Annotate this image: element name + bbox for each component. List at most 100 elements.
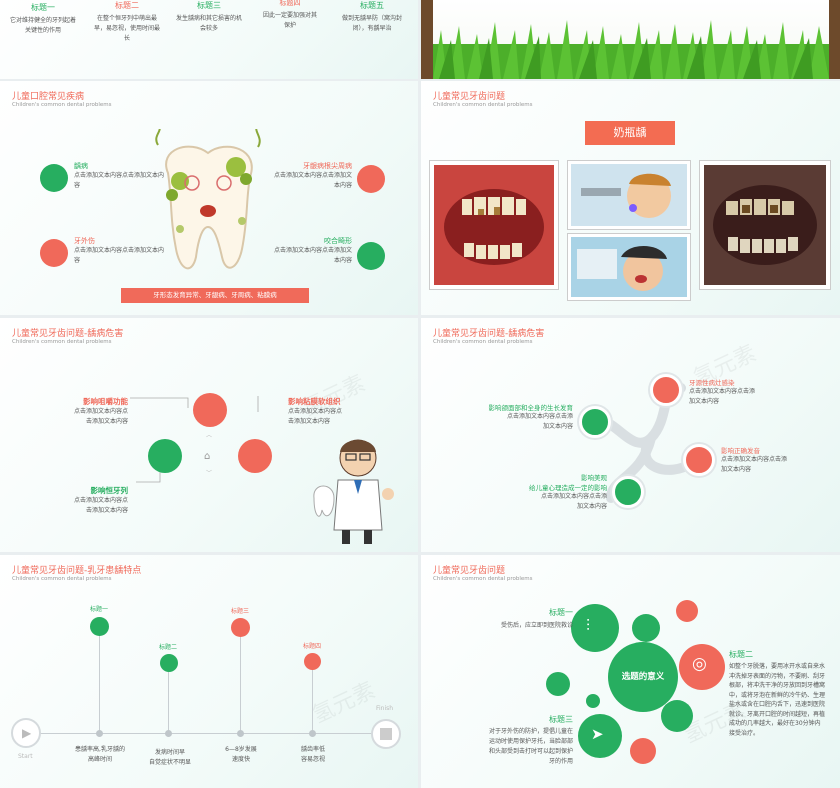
- slide-significance[interactable]: 儿童常见牙齿问题 Children's common dental proble…: [421, 555, 840, 788]
- chain-item-4: 影响美观 给儿童心理造成一定的影响 点击添加文本内容点击添 加文本内容: [501, 472, 607, 512]
- harm-icon-green: [148, 439, 182, 473]
- chain-icon-bulb: [612, 476, 644, 508]
- globe-icon: ◎: [692, 654, 707, 674]
- title-list: 标题一 它对维持健全的牙列起着关键性的作用 标题二 在整个恒牙列中萌出最早，易忽…: [4, 0, 414, 79]
- harm-label: 影响粘膜软组织: [288, 397, 341, 406]
- chain-item-1: 影响颌面部和全身的生长发育 点击添加文本内容点击添 加文本内容: [461, 402, 574, 432]
- item-1: 标题一 它对维持健全的牙列起着关键性的作用: [4, 2, 82, 36]
- t2-label: 标题二: [729, 650, 753, 659]
- desc-line: 自觉症状不明显: [148, 759, 191, 766]
- chain-label: 影响正确发音: [721, 447, 760, 455]
- slide-subtitle: Children's common dental problems: [433, 339, 533, 345]
- chain-item-2: 牙源性病灶感染 点击添加文本内容点击添 加文本内容: [689, 377, 789, 407]
- harm-label: 影响咀嚼功能: [83, 397, 128, 406]
- disease-desc: 点击添加文本内容点击添加文本内容: [273, 172, 352, 189]
- center-bubble: 选题的意义: [608, 642, 678, 712]
- chevron-down-icon: ﹀: [206, 470, 213, 477]
- timeline-desc-2: 发病时间早 自觉症状不明显: [136, 748, 204, 768]
- pin-label: 标题四: [302, 643, 321, 650]
- item-label: 标题三: [197, 1, 221, 10]
- chain-desc: 加文本内容: [721, 466, 752, 473]
- photo-dentist-child: [567, 160, 691, 230]
- chain-desc: 点击添加文本内容点击添: [506, 413, 573, 420]
- chain-item-3: 影响正确发音 点击添加文本内容点击添 加文本内容: [721, 445, 821, 475]
- item-3: 标题三 发生龋病和其它损害的机会较多: [170, 0, 248, 34]
- disease-item-4: 咬合畸形 点击添加文本内容点击添加文本内容: [270, 236, 352, 266]
- t1-desc: 受伤后，应立即到医院救诊: [500, 622, 573, 629]
- disease-label: 龋病: [74, 162, 88, 170]
- item-label: 标题四: [279, 0, 301, 7]
- chain-desc: 加文本内容: [542, 423, 573, 430]
- chain-desc: 加文本内容: [689, 398, 720, 405]
- item-label: 标题二: [115, 1, 139, 10]
- t3-desc-wrap: 对于牙外伤的防护，提倡儿童在运动时使用保护牙托，当脸部部和头部受到击打时可以起到…: [487, 727, 573, 767]
- pin-marker-1: [90, 617, 109, 636]
- pin-label: 标题一: [89, 606, 108, 613]
- bubble-small: [661, 700, 693, 732]
- harm-desc: 击添加文本内容: [85, 507, 128, 514]
- slide-top-right[interactable]: [421, 0, 840, 79]
- photo-image: [571, 164, 687, 226]
- slide-title: 儿童常见牙齿问题: [433, 92, 506, 102]
- disease-desc: 点击添加文本内容点击添加文本内容: [74, 247, 165, 264]
- stop-icon: [380, 728, 392, 740]
- photo-child-checkup: [567, 233, 691, 301]
- bubble-small: [586, 694, 600, 708]
- harm-item-2: 影响粘膜软组织 点击添加文本内容点 击添加文本内容: [288, 396, 368, 427]
- item-text: 因此一定要加强对其保护: [262, 12, 317, 29]
- slide-bottle-caries[interactable]: 儿童常见牙齿问题 Children's common dental proble…: [421, 81, 840, 315]
- slide-title: 儿童常见牙齿问题: [433, 566, 506, 576]
- slide-caries-harm-2[interactable]: 儿童常见牙齿问题-龋病危害 Children's common dental p…: [421, 318, 840, 552]
- item-5: 标题五 做到无龋早防（窝沟封闭），有龋早治: [332, 0, 412, 34]
- item-label: 标题五: [360, 1, 384, 10]
- desc-line: 容易忽视: [300, 756, 325, 763]
- doctor-illustration: [313, 439, 394, 544]
- pin-marker-4: [304, 653, 321, 670]
- harm-connector-lines: [130, 396, 259, 483]
- slide-caries-harm-1[interactable]: 儿童常见牙齿问题-龋病危害 Children's common dental p…: [0, 318, 418, 552]
- disease-icon-red: [357, 165, 385, 193]
- item-text: 发生龋病和其它损害的机会较多: [176, 15, 243, 32]
- chain-label: 影响美观: [581, 474, 607, 482]
- item-2: 标题二 在整个恒牙列中萌出最早，易忽视，使用时间最长: [88, 0, 166, 44]
- timeline-dot: [309, 730, 316, 737]
- disease-icon-red: [40, 239, 68, 267]
- timeline-axis: [40, 733, 385, 734]
- start-button[interactable]: ▶: [11, 718, 41, 748]
- bubble-small: [632, 614, 660, 642]
- t1-desc-wrap: 受伤后，应立即到医院救诊: [473, 621, 573, 631]
- disease-desc: 点击添加文本内容点击添加文本内容: [74, 172, 165, 189]
- desc-line: 发病时间早: [154, 749, 185, 756]
- item-label: 标题一: [31, 3, 55, 12]
- center-label: 选题的意义: [621, 672, 665, 682]
- pin-label: 标题三: [230, 608, 249, 615]
- pin-marker-3: [231, 618, 250, 637]
- timeline-dot: [96, 730, 103, 737]
- bubble-globe: ◎: [679, 644, 725, 690]
- disease-label: 牙龈病根尖周病: [303, 162, 352, 170]
- slide-subtitle: Children's common dental problems: [12, 339, 112, 345]
- finish-button[interactable]: [371, 719, 401, 749]
- disease-item-2: 牙龈病根尖周病 点击添加文本内容点击添加文本内容: [270, 161, 352, 191]
- harm-desc: 点击添加文本内容点: [288, 408, 343, 415]
- chain-label: 牙源性病灶感染: [689, 379, 735, 387]
- harm-item-3: 影响恒牙列 点击添加文本内容点 击添加文本内容: [48, 485, 128, 516]
- slide-title: 儿童常见牙齿问题-龋病危害: [433, 329, 545, 339]
- harm-label: 影响恒牙列: [90, 486, 129, 495]
- chevron-up-icon: ︿: [206, 432, 213, 439]
- harm-item-1: 影响咀嚼功能 点击添加文本内容点 击添加文本内容: [48, 396, 128, 427]
- timeline-dot: [165, 730, 172, 737]
- badge-title: 奶瓶龋: [585, 121, 675, 145]
- chain-desc: 点击添加文本内容点击添: [689, 388, 756, 395]
- desc-line: 6—8岁发展: [225, 746, 257, 753]
- disease-icon-green: [40, 164, 68, 192]
- photo-caries-mouth: [429, 160, 559, 290]
- slide-top-left[interactable]: 标题一 它对维持健全的牙列起着关键性的作用 标题二 在整个恒牙列中萌出最早，易忽…: [0, 0, 418, 79]
- watermark: 氢元素: [308, 677, 380, 729]
- grass-image: [421, 0, 840, 79]
- slide-common-diseases[interactable]: 儿童口腔常见疾病 Children's common dental proble…: [0, 81, 418, 315]
- desc-line: 速度快: [231, 756, 250, 763]
- item-4: 标题四 因此一定要加强对其保护: [254, 0, 326, 31]
- disease-item-3: 牙外伤 点击添加文本内容点击添加文本内容: [74, 236, 164, 266]
- slide-timeline[interactable]: 儿童常见牙齿问题-乳牙患龋特点 Children's common dental…: [0, 555, 418, 788]
